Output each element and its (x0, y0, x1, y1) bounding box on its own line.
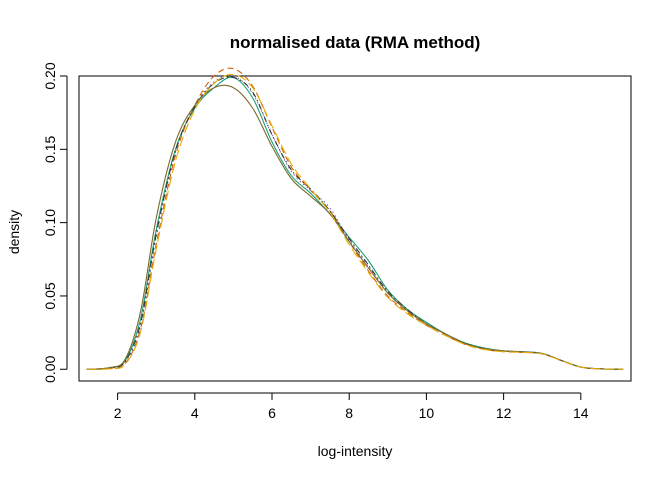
density-curves (86, 67, 624, 370)
x-tick-label: 2 (114, 405, 122, 421)
x-tick-label: 4 (191, 405, 199, 421)
x-axis-label: log-intensity (318, 443, 393, 459)
density-curve-5 (86, 84, 624, 370)
x-tick-label: 6 (268, 405, 276, 421)
density-curve-2 (86, 67, 624, 370)
y-tick-label: 0.15 (42, 135, 58, 162)
x-tick-label: 12 (496, 405, 512, 421)
density-curve-3 (86, 74, 624, 370)
density-curve-4 (86, 76, 624, 370)
y-tick-label: 0.00 (42, 355, 58, 382)
density-curve-1 (86, 76, 624, 370)
y-axis: 0.00 0.05 0.10 0.15 0.20 (42, 62, 68, 383)
x-tick-label: 10 (419, 405, 435, 421)
density-curve-6 (86, 73, 624, 370)
y-tick-label: 0.10 (42, 209, 58, 236)
x-axis: 2 4 6 8 10 12 14 (114, 392, 589, 421)
y-tick-label: 0.20 (42, 62, 58, 89)
y-tick-label: 0.05 (42, 282, 58, 309)
x-tick-label: 8 (345, 405, 353, 421)
y-axis-label: density (6, 210, 22, 254)
chart-title: normalised data (RMA method) (230, 33, 481, 52)
x-tick-label: 14 (573, 405, 589, 421)
plot-frame (78, 75, 632, 382)
